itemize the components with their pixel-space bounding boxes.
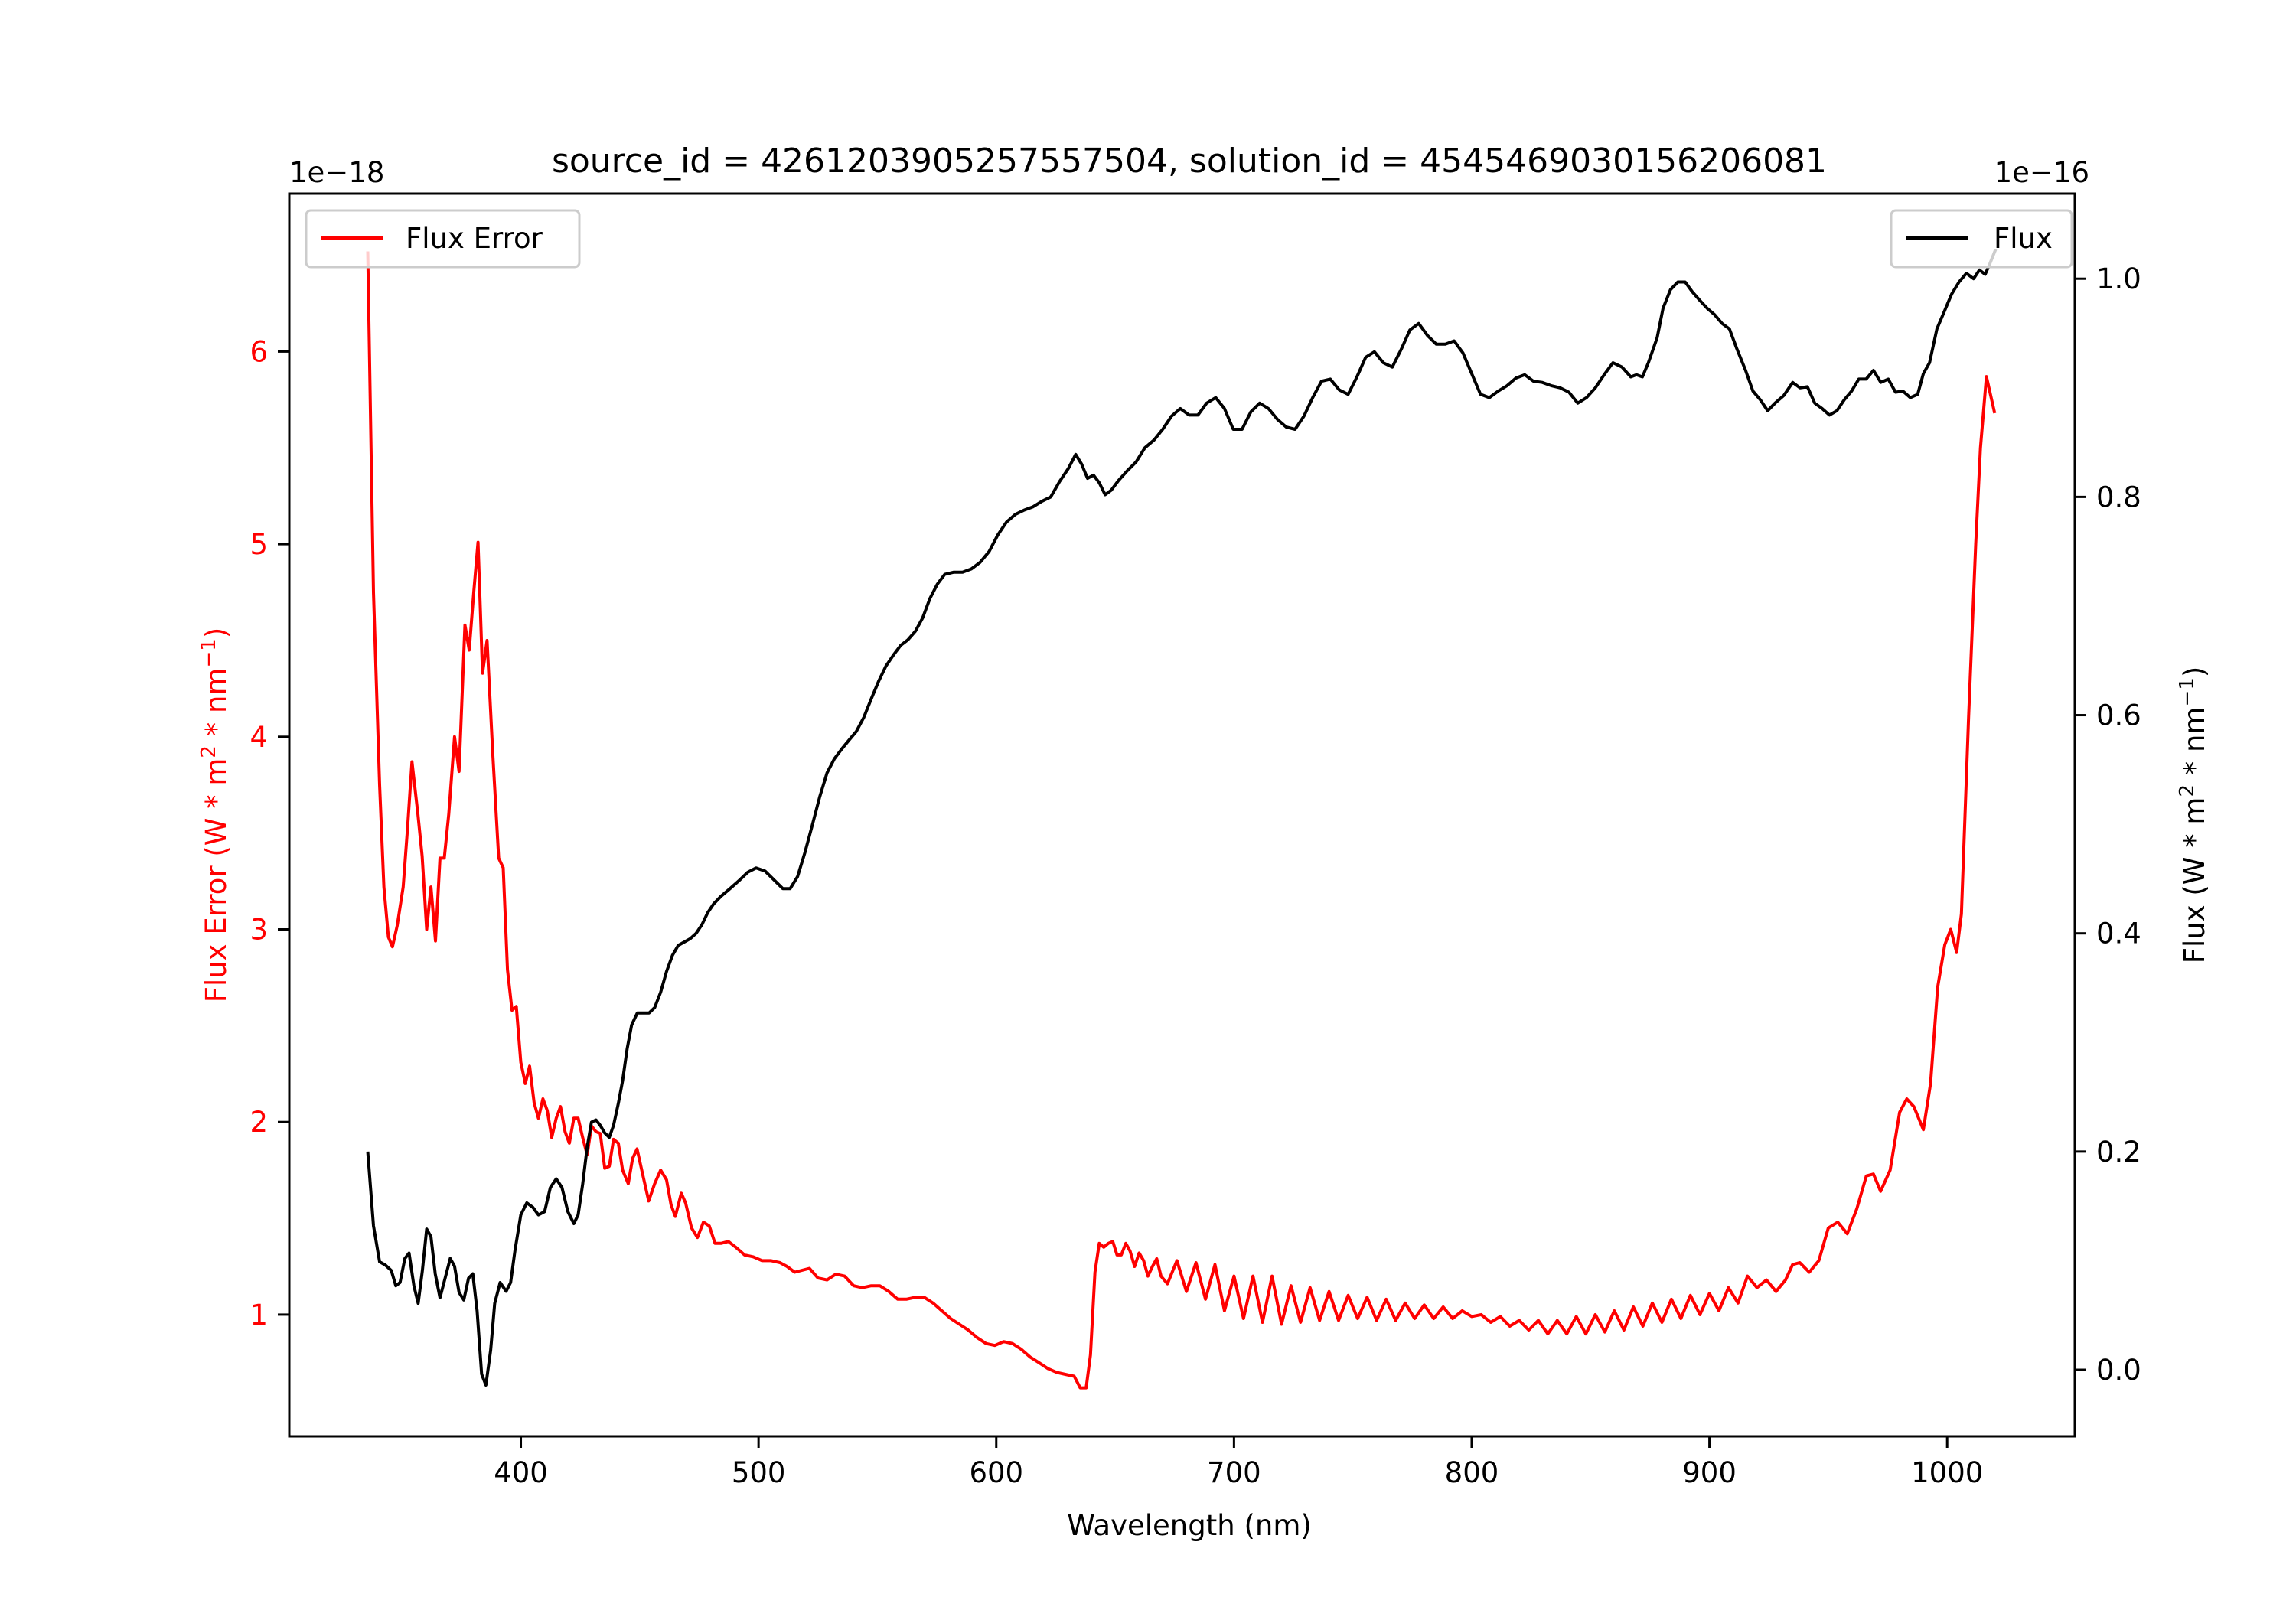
legend-flux: Flux <box>1890 209 2073 269</box>
legend-flux-error: Flux Error <box>305 209 581 269</box>
plot-frame <box>288 192 2076 1438</box>
legend-label-flux: Flux <box>1994 222 2053 255</box>
y-axis-label-right: Flux (W * m2 * nm−1) <box>2176 667 2211 964</box>
y-right-tick-label: 0.0 <box>2096 1354 2141 1387</box>
y-right-tick-label: 0.2 <box>2096 1136 2141 1169</box>
y-right-tick-label: 0.8 <box>2096 481 2141 513</box>
y-left-tick-label: 4 <box>249 721 268 754</box>
x-tick-label: 900 <box>1682 1456 1737 1489</box>
x-tick-label: 600 <box>969 1456 1023 1489</box>
x-tick-label: 800 <box>1445 1456 1499 1489</box>
y-left-tick-label: 6 <box>249 335 268 368</box>
x-tick-label: 1000 <box>1911 1456 1983 1489</box>
x-tick-label: 700 <box>1207 1456 1261 1489</box>
left-axis-offset-text: 1e−18 <box>289 156 384 189</box>
y-left-tick-label: 1 <box>249 1299 268 1332</box>
x-tick-label: 400 <box>494 1456 548 1489</box>
y-left-tick-label: 3 <box>249 914 268 947</box>
flux-line <box>366 248 1998 1387</box>
y-left-tick-label: 5 <box>249 528 268 561</box>
y-right-tick-label: 1.0 <box>2096 262 2141 295</box>
x-axis-label: Wavelength (nm) <box>1067 1509 1312 1542</box>
y-right-tick-label: 0.6 <box>2096 699 2141 732</box>
right-axis-offset-text: 1e−16 <box>1994 156 2089 189</box>
flux-error-line <box>366 251 1997 1390</box>
y-axis-label-left: Flux Error (W * m2 * nm−1) <box>197 627 233 1003</box>
y-left-tick-label: 2 <box>249 1106 268 1139</box>
y-right-tick-label: 0.4 <box>2096 918 2141 950</box>
legend-label-flux-error: Flux Error <box>406 222 543 255</box>
x-tick-label: 500 <box>732 1456 786 1489</box>
chart-title: source_id = 4261203905257557504, solutio… <box>552 142 1827 181</box>
